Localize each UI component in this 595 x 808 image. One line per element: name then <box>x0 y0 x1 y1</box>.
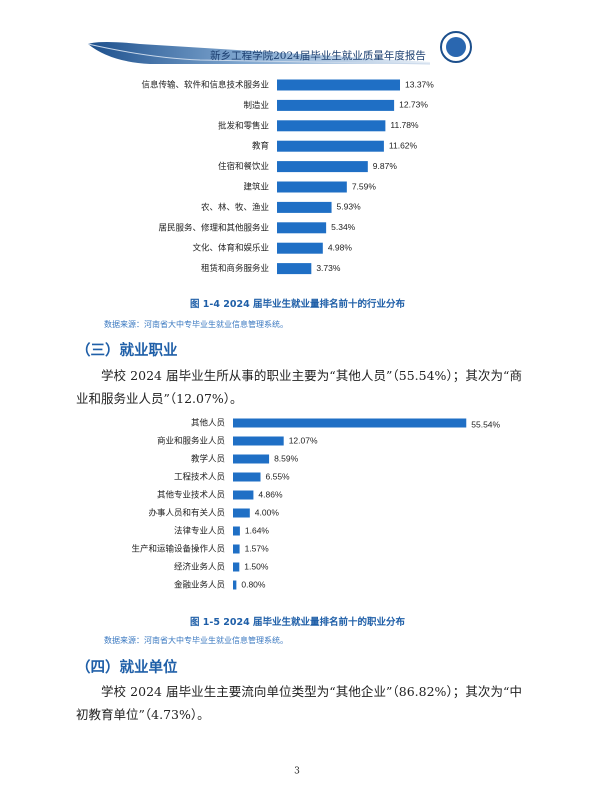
value-label: 1.64% <box>245 525 270 535</box>
bar <box>277 99 395 111</box>
bar <box>277 79 401 91</box>
value-label: 1.50% <box>244 561 269 571</box>
logo-inner <box>446 37 466 57</box>
category-label: 居民服务、修理和其他服务业 <box>158 222 269 233</box>
bar <box>233 508 250 518</box>
value-label: 9.87% <box>373 161 398 171</box>
value-label: 8.59% <box>274 453 299 463</box>
bar <box>277 120 386 132</box>
value-label: 55.54% <box>471 419 500 429</box>
value-label: 11.62% <box>389 140 418 150</box>
chart-source: 数据来源：河南省大中专毕业生就业信息管理系统。 <box>104 320 288 329</box>
section-heading: （四）就业单位 <box>76 660 178 676</box>
value-label: 1.57% <box>245 543 270 553</box>
bar <box>233 454 270 464</box>
value-label: 4.00% <box>255 507 280 517</box>
value-label: 12.73% <box>399 100 428 110</box>
category-label: 租赁和商务服务业 <box>201 263 269 274</box>
category-label: 教育 <box>252 141 269 152</box>
bar <box>233 526 240 536</box>
bar <box>277 161 368 173</box>
category-label: 农、林、牧、渔业 <box>201 202 269 213</box>
bar <box>277 201 332 213</box>
value-label: 13.37% <box>405 79 434 89</box>
paragraph: 学校 2024 届毕业生所从事的职业主要为“其他人员”（55.54%）；其次为“… <box>76 368 522 406</box>
value-label: 0.80% <box>241 579 266 589</box>
value-label: 5.93% <box>337 202 362 212</box>
value-label: 4.86% <box>258 489 283 499</box>
category-label: 工程技术人员 <box>174 472 225 483</box>
value-label: 4.98% <box>328 242 353 252</box>
bar <box>277 222 327 234</box>
page-number: 3 <box>294 767 300 777</box>
bar <box>233 436 284 446</box>
bar <box>233 562 240 572</box>
value-label: 7.59% <box>352 181 377 191</box>
category-label: 建筑业 <box>243 182 269 193</box>
category-label: 生产和运输设备操作人员 <box>131 544 225 555</box>
value-label: 5.34% <box>331 222 356 232</box>
bar <box>277 140 384 152</box>
category-label: 教学人员 <box>191 454 225 465</box>
category-label: 其他专业技术人员 <box>157 490 225 501</box>
charts: 信息传输、软件和信息技术服务业 13.37% 制造业 12.73% 批发和零售业 11.7… <box>131 79 500 590</box>
bar <box>277 263 312 275</box>
category-label: 商业和服务业人员 <box>157 436 225 447</box>
chart-caption: 图 1-5 2024 届毕业生就业量排名前十的职业分布 <box>189 617 406 628</box>
header-line <box>87 43 431 65</box>
paragraph: 学校 2024 届毕业生主要流向单位类型为“其他企业”（86.82%）；其次为“… <box>76 684 522 722</box>
header-title: 新乡工程学院2024届毕业生就业质量年度报告 <box>210 49 426 62</box>
bar <box>233 472 261 482</box>
category-label: 批发和零售业 <box>218 120 269 131</box>
category-label: 办事人员和有关人员 <box>148 508 225 519</box>
bar <box>233 490 254 500</box>
value-label: 11.78% <box>390 120 419 130</box>
value-label: 6.55% <box>266 471 291 481</box>
bar <box>233 580 237 590</box>
value-label: 12.07% <box>289 435 318 445</box>
category-label: 信息传输、软件和信息技术服务业 <box>141 80 269 91</box>
chart-source: 数据来源：河南省大中专毕业生就业信息管理系统。 <box>104 636 288 645</box>
category-label: 文化、体育和娱乐业 <box>192 243 269 254</box>
bar <box>277 181 347 193</box>
category-label: 经济业务人员 <box>174 562 225 573</box>
category-label: 法律专业人员 <box>174 526 225 537</box>
category-label: 制造业 <box>243 100 269 111</box>
category-label: 其他人员 <box>191 418 225 429</box>
bar <box>233 544 240 554</box>
chart-caption: 图 1-4 2024 届毕业生就业量排名前十的行业分布 <box>189 299 406 310</box>
section-heading: （三）就业职业 <box>76 343 178 359</box>
bar <box>277 242 323 254</box>
bar <box>233 418 467 428</box>
value-label: 3.73% <box>316 263 341 273</box>
category-label: 金融业务人员 <box>174 580 225 591</box>
category-label: 住宿和餐饮业 <box>218 161 269 172</box>
